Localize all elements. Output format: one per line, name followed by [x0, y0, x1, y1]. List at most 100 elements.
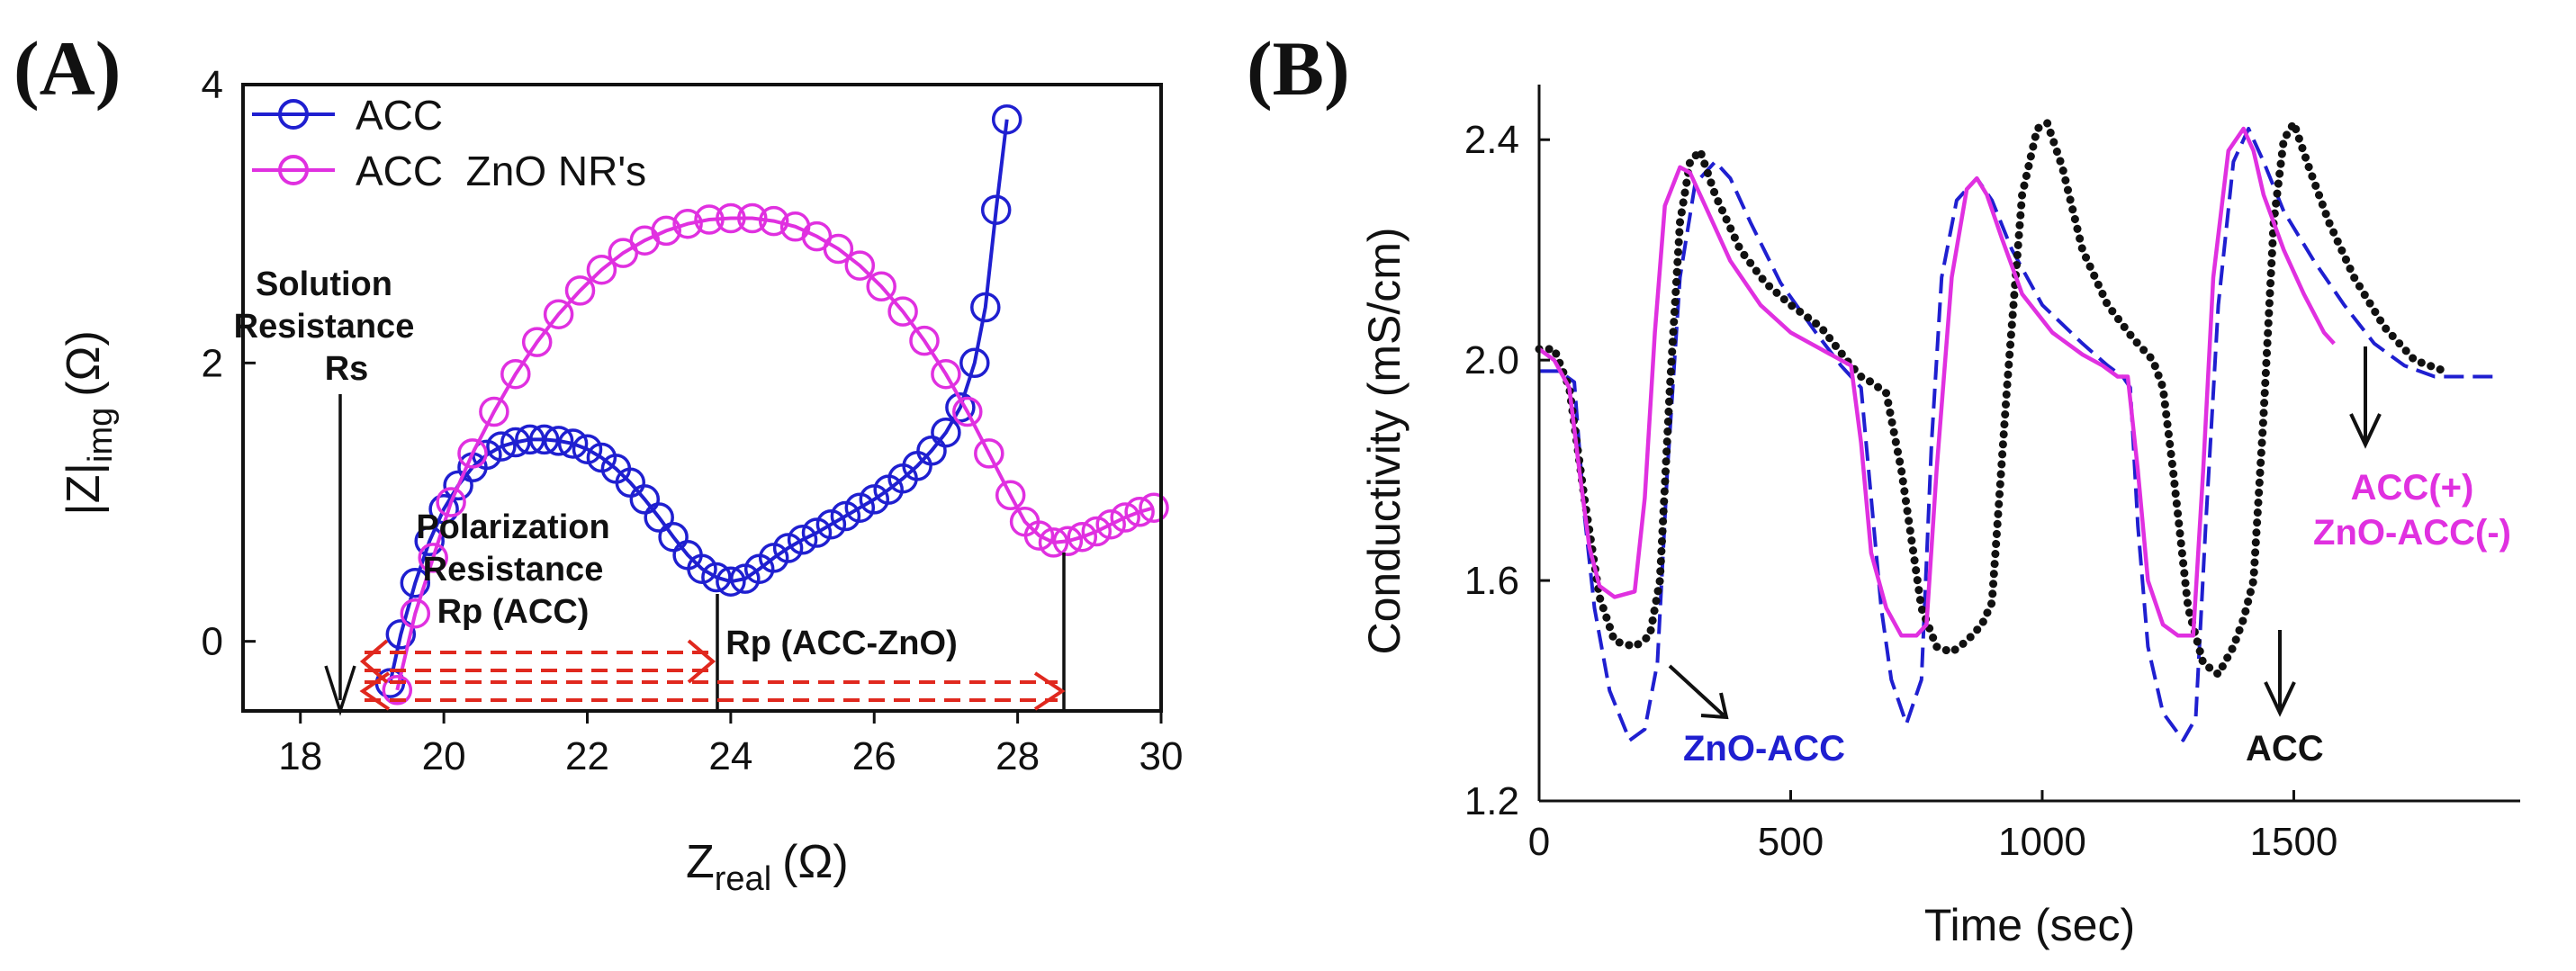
panel-a-x-ticks: 18 20 22 24 26 28 30	[278, 711, 1183, 778]
annotation-rp-acc-zno: Rp (ACC-ZnO)	[725, 625, 957, 662]
data-point	[815, 508, 847, 540]
svg-text:|Z|img(Ω): |Z|img (Ω)	[58, 330, 120, 516]
x-label-main: Z	[686, 836, 715, 888]
data-point	[866, 271, 896, 302]
y-tick-label: 0	[202, 620, 223, 664]
data-point	[758, 205, 789, 237]
panel-a: (A) 18 20 22 24 26 28 30 024 ACC ACC ZnO NR's …	[14, 25, 1183, 898]
legend-label-acc-zno: ACC ZnO NR's	[356, 148, 646, 194]
data-point	[528, 424, 560, 455]
data-point	[1081, 516, 1112, 547]
rs-arrowhead	[324, 665, 356, 716]
x-label-unit: (Ω)	[782, 836, 849, 888]
annotation-polarization-resistance: Resistance	[423, 551, 604, 589]
x-tick-label: 1000	[1998, 820, 2086, 864]
x-tick-label: 1500	[2250, 820, 2338, 864]
data-point	[557, 428, 589, 459]
data-point	[672, 208, 703, 239]
annotation-rs: Rs	[325, 350, 369, 388]
data-point	[1038, 527, 1069, 558]
panel-a-annotations: Solution Resistance Rs Polarization Resi…	[234, 265, 1066, 716]
data-point	[1095, 508, 1126, 540]
series-acc-zno	[382, 202, 1169, 706]
data-point	[1067, 521, 1098, 553]
data-point	[716, 566, 746, 597]
x-tick-label: 24	[708, 734, 752, 778]
rp-zno-arrowhead-right	[1033, 671, 1066, 711]
data-point	[479, 396, 509, 427]
panel-b-plot-area	[1535, 119, 2496, 742]
annotation-solution-resistance: Resistance	[234, 308, 415, 346]
y-tick-label: 4	[202, 63, 223, 107]
data-point	[931, 358, 961, 390]
x-tick-label: 18	[278, 734, 322, 778]
data-point	[801, 517, 833, 548]
annotation-solution: Solution	[256, 265, 392, 303]
series-line	[395, 216, 1155, 691]
data-point	[787, 525, 818, 555]
series-acc	[374, 103, 1022, 698]
data-point	[457, 438, 488, 469]
y-tick-label: 1.6	[1464, 559, 1519, 603]
data-point	[945, 392, 976, 423]
panel-a-legend: ACC ACC ZnO NR's	[252, 92, 646, 194]
data-point	[586, 254, 617, 285]
data-point	[400, 567, 431, 598]
data-point	[572, 434, 603, 464]
rp-zno-double-arrow	[365, 680, 1058, 702]
acc-arrowhead	[2264, 681, 2296, 717]
annotation-acc: ACC	[2246, 729, 2324, 769]
x-tick-label: 26	[852, 734, 896, 778]
data-point	[830, 500, 861, 532]
data-point	[1139, 492, 1169, 523]
data-point	[400, 598, 431, 629]
data-point	[486, 431, 517, 462]
data-point	[694, 204, 725, 235]
annotation-acc-plus: ACC(+)	[2351, 468, 2474, 508]
x-tick-label: 20	[422, 734, 466, 778]
rp-acc-arrowhead-right	[687, 639, 716, 684]
data-point	[716, 202, 746, 234]
panel-b-x-axis-label: Time (sec)	[1924, 900, 2135, 950]
annotation-zno-acc-minus: ZnO-ACC(-)	[2313, 513, 2511, 553]
panel-b-y-ticks: 1.2 1.6 2.0 2.4	[1464, 118, 1550, 823]
panel-a-y-axis-label: |Z|img (Ω)	[58, 330, 120, 516]
data-point	[687, 553, 717, 584]
rp-acc-arrowhead-left	[359, 639, 389, 684]
annotation-polarization: Polarization	[416, 508, 609, 546]
data-point	[543, 426, 574, 456]
legend-entry-acc: ACC	[252, 92, 443, 139]
y-tick-label: 1.2	[1464, 779, 1519, 823]
data-point	[658, 521, 689, 553]
panel-a-axes-frame	[241, 83, 1163, 713]
data-point	[701, 562, 732, 593]
panel-a-y-ticks: 0 2 4	[202, 63, 256, 664]
data-point	[521, 327, 553, 357]
data-point	[500, 358, 531, 390]
panel-b-y-axis-label: Conductivity (mS/cm)	[1359, 227, 1410, 654]
y-label-sub: img	[82, 408, 120, 463]
x-tick-label: 30	[1139, 734, 1184, 778]
rp-acc-double-arrow	[365, 651, 711, 672]
y-tick-label: 2.4	[1464, 118, 1519, 162]
panel-b-x-ticks: 0 500 1000 1500	[1528, 790, 2338, 864]
panel-a-label: (A)	[14, 25, 121, 112]
data-point	[772, 533, 804, 563]
x-tick-label: 0	[1528, 820, 1550, 864]
data-point	[991, 103, 1022, 135]
series-line-solid	[1537, 126, 2336, 638]
acc-plus-arrowhead	[2349, 413, 2382, 449]
data-point	[543, 299, 574, 329]
panel-b-annotations: ZnO-ACC ACC ACC(+) ZnO-ACC(-)	[1668, 346, 2511, 769]
data-point	[823, 233, 854, 265]
panel-a-x-axis-label: Zreal (Ω)	[686, 836, 849, 898]
annotation-zno-acc: ZnO-ACC	[1683, 729, 1845, 769]
data-point	[959, 347, 990, 379]
panel-a-plot-area	[374, 103, 1169, 706]
y-label-unit: (Ω)	[58, 330, 110, 397]
data-point	[887, 296, 918, 327]
data-point	[995, 480, 1026, 511]
panel-b-label: (B)	[1247, 25, 1350, 112]
svg-text:Zreal(Ω): Zreal (Ω)	[686, 836, 849, 898]
